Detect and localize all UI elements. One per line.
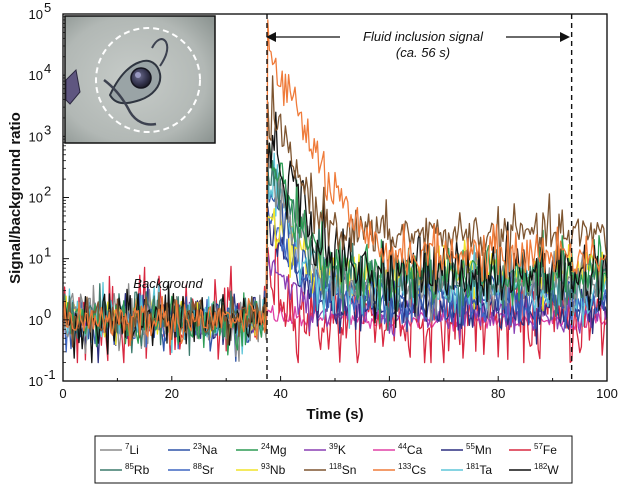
y-tick-exponent: 5: [44, 0, 51, 15]
legend-label-fe: 57Fe: [534, 442, 557, 457]
legend-label-k: 39K: [329, 442, 346, 457]
legend-label-cs: 133Cs: [398, 462, 426, 477]
y-tick-label: 10: [29, 68, 43, 83]
legend: 7Li 23Na 24Mg 39K 44Ca 55Mn 57Fe 85Rb 88Sr 93Nb 11…: [94, 435, 573, 484]
inset-frame: [64, 15, 216, 144]
x-tick-label: 20: [165, 386, 179, 401]
x-tick-label: 0: [59, 386, 66, 401]
y-tick-exponent: 4: [44, 61, 51, 76]
series-lines: [62, 19, 608, 364]
signal-boundaries: [266, 14, 573, 381]
legend-label-na: 23Na: [193, 442, 218, 457]
signal-arrow: [266, 32, 570, 42]
y-axis-label: Signal/background ratio: [7, 112, 24, 284]
inset-micrograph: [64, 15, 216, 144]
legend-label-sn: 118Sn: [329, 462, 356, 477]
x-ticks: 0 20 40 60 80 100: [59, 376, 618, 401]
x-tick-label: 40: [273, 386, 287, 401]
inset-inclusion-tail2: [151, 38, 169, 67]
x-axis-label: Time (s): [306, 406, 363, 423]
series-line-w: [62, 111, 608, 364]
series-line-cs: [62, 19, 608, 346]
y-tick-label: 10: [29, 252, 43, 267]
x-tick-label: 60: [382, 386, 396, 401]
y-tick-label: 10: [29, 191, 43, 206]
background-annotation: Background: [133, 276, 203, 291]
legend-label-ca: 44Ca: [398, 442, 423, 457]
inset-inclusion-tail: [103, 79, 157, 126]
inset-vapour-bubble: [130, 67, 152, 89]
legend-label-li: 7Li: [125, 442, 139, 457]
signal-annotation-line1: Fluid inclusion signal: [363, 29, 484, 44]
legend-label-nb: 93Nb: [261, 462, 286, 477]
y-tick-label: 10: [29, 374, 43, 389]
y-tick-exponent: -1: [44, 367, 56, 382]
series-line-rb: [62, 160, 608, 357]
legend-label-sr: 88Sr: [193, 462, 214, 477]
signal-annotation-line2: (ca. 56 s): [396, 45, 450, 60]
legend-label-mg: 24Mg: [261, 442, 287, 457]
y-tick-exponent: 1: [44, 245, 51, 260]
inset-left-crystal: [65, 68, 81, 105]
inset-ablation-circle: [95, 27, 201, 133]
x-tick-label: 100: [596, 386, 618, 401]
x-tick-label: 80: [491, 386, 505, 401]
y-tick-label: 10: [29, 7, 43, 22]
y-tick-exponent: 2: [44, 184, 51, 199]
y-tick-label: 10: [29, 313, 43, 328]
signal-arrow-right-head: [560, 32, 570, 42]
legend-label-ta: 181Ta: [466, 462, 492, 477]
legend-frame: [94, 435, 573, 484]
signal-arrow-left-head: [266, 32, 276, 42]
y-tick-label: 10: [29, 129, 43, 144]
legend-label-mn: 55Mn: [466, 442, 492, 457]
inset-bubble-highlight: [135, 72, 141, 78]
y-tick-exponent: 0: [44, 306, 51, 321]
legend-label-w: 182W: [534, 462, 559, 477]
y-tick-exponent: 3: [44, 122, 51, 137]
legend-label-rb: 85Rb: [125, 462, 150, 477]
